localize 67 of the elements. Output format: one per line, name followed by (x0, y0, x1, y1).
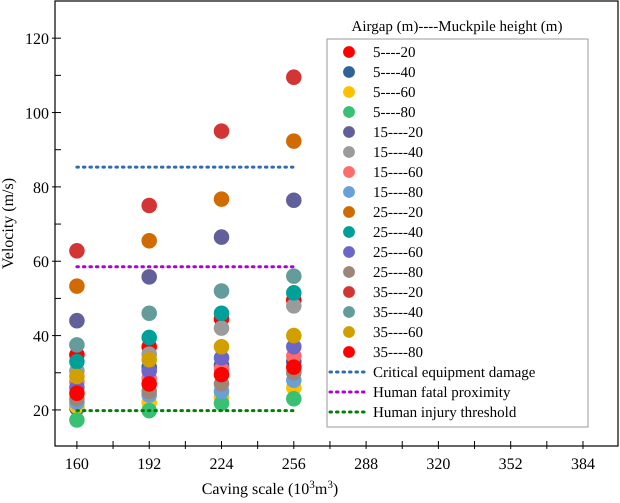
point (141, 269, 157, 285)
legend-label: 25----60 (373, 245, 423, 261)
point (286, 298, 302, 314)
point (214, 123, 230, 139)
point (141, 330, 157, 346)
legend-label: 5----20 (373, 45, 416, 61)
y-tick-label: 40 (33, 328, 49, 346)
point (214, 320, 230, 336)
x-axis-title: Caving scale (10$^{3}$m$^{3}$) (202, 479, 338, 498)
point (141, 233, 157, 249)
point (286, 359, 302, 375)
point (286, 192, 302, 208)
point (69, 312, 85, 328)
point (141, 198, 157, 214)
legend-label: 5----80 (373, 105, 416, 121)
point (69, 385, 85, 401)
y-tick-label: 100 (25, 106, 49, 123)
point (69, 354, 85, 370)
point (69, 278, 85, 294)
legend-label: 25----80 (373, 265, 423, 281)
legend-label: 35----60 (373, 325, 423, 341)
x-tick-label: 320 (426, 456, 450, 473)
legend-label: 15----20 (373, 125, 423, 141)
legend-label: 25----40 (373, 225, 423, 241)
legend-label: 5----40 (373, 65, 416, 81)
y-tick-label: 80 (33, 180, 49, 197)
point (141, 352, 157, 368)
y-tick-label: 20 (33, 402, 49, 420)
x-tick-label: 224 (210, 456, 234, 473)
legend-label: Critical equipment damage (373, 365, 536, 381)
point (286, 133, 302, 149)
point (214, 366, 230, 382)
y-tick-label: 60 (33, 254, 49, 272)
legend-title: Airgap (m)----Muckpile height (m) (352, 19, 562, 35)
point (69, 337, 85, 353)
x-tick-label: 192 (137, 456, 162, 473)
legend-label: Human fatal proximity (373, 385, 511, 401)
legend-label: Human injury threshold (373, 405, 517, 421)
x-tick-label: 352 (498, 456, 523, 473)
legend-label: 25----20 (373, 205, 423, 221)
x-tick-label: 256 (282, 456, 306, 473)
point (286, 69, 302, 85)
point (286, 285, 302, 301)
y-tick-label: 120 (25, 31, 49, 48)
y-axis-title: Velocity (m/s) (0, 178, 17, 270)
legend-label: 15----80 (373, 185, 423, 201)
legend-label: 35----80 (373, 345, 423, 361)
point (214, 229, 230, 245)
legend-label: 35----20 (373, 285, 423, 301)
legend-label: 15----40 (373, 145, 423, 161)
point (214, 283, 230, 299)
legend-label: 5----60 (373, 85, 416, 101)
point (214, 191, 230, 207)
point (141, 306, 157, 322)
x-tick-label: 160 (64, 456, 89, 473)
point (286, 268, 302, 284)
legend-label: 15----60 (373, 165, 423, 181)
point (69, 243, 85, 259)
x-tick-label: 384 (570, 456, 595, 473)
point (214, 306, 230, 322)
legend-label: 35----40 (373, 305, 423, 321)
point (69, 412, 85, 428)
point (286, 391, 302, 407)
point (214, 338, 230, 354)
point (286, 328, 302, 344)
x-tick-label: 288 (354, 456, 378, 473)
point (69, 368, 85, 384)
